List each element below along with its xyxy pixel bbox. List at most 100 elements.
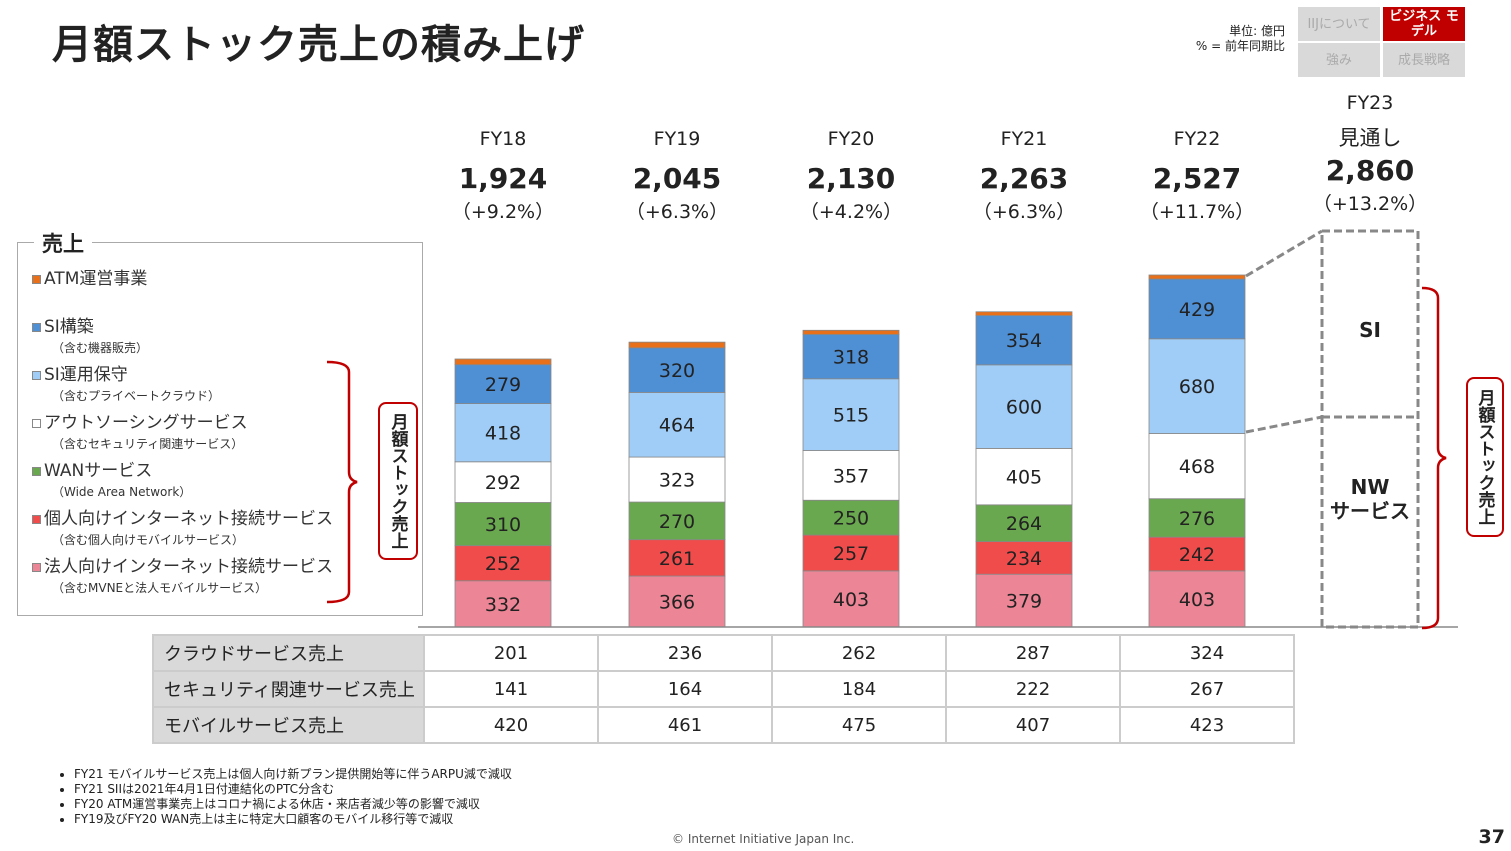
data-label: 357 — [833, 465, 869, 487]
legend-item: SI運用保守 （含むプライベートクラウド） — [32, 360, 220, 404]
tick-label: FY20 — [827, 128, 875, 150]
table-cell: 423 — [1119, 706, 1295, 744]
data-label: 354 — [1006, 330, 1042, 352]
table-row: セキュリティ関連サービス売上 141 164 184 222 267 — [152, 670, 1295, 708]
year-header: FY18 1,924 （+9.2%） — [433, 128, 573, 224]
bar-segment — [802, 534, 900, 572]
data-label: 418 — [485, 423, 521, 445]
bar-segment — [975, 541, 1073, 575]
forecast-si-label: SI — [1359, 318, 1381, 342]
legend-label: WANサービス — [44, 461, 153, 481]
legend-swatch — [32, 515, 41, 524]
legend-title: 売上 — [34, 228, 92, 258]
forecast-fy: FY23 — [1346, 92, 1394, 114]
legend-label: SI運用保守 — [44, 365, 128, 385]
tick-label: FY21 — [1000, 128, 1048, 150]
table-cell: 324 — [1119, 634, 1295, 672]
footnote: FY19及びFY20 WAN売上は主に特定大口顧客のモバイル移行等で減収 — [74, 812, 512, 827]
bar-segment — [628, 539, 726, 577]
bar-segment — [454, 358, 552, 366]
legend-label: 個人向けインターネット接続サービス — [44, 509, 333, 529]
tick-label: FY18 — [479, 128, 527, 150]
data-label: 234 — [1006, 548, 1042, 570]
nav-strengths[interactable]: 強み — [1298, 43, 1380, 77]
legend-sublabel: （含む個人向けモバイルサービス） — [52, 533, 245, 547]
legend-sublabel: （含む機器販売） — [52, 341, 149, 355]
legend-item: 法人向けインターネット接続サービス （含むMVNEと法人モバイルサービス） — [32, 552, 333, 596]
bar-segment — [454, 580, 552, 628]
data-label: 429 — [1179, 299, 1215, 321]
row-header: モバイルサービス売上 — [152, 706, 425, 744]
bar-segment — [454, 502, 552, 547]
footnotes: FY21 モバイルサービス売上は個人向け新プラン提供開始等に伴うARPU減で減収… — [52, 767, 512, 827]
unit-label: 単位: 億円 — [1229, 24, 1285, 38]
bar-segment — [975, 504, 1073, 543]
row-header: クラウドサービス売上 — [152, 634, 425, 672]
data-label: 318 — [833, 347, 869, 369]
bar-segment — [802, 450, 900, 501]
legend-item: 個人向けインターネット接続サービス （含む個人向けモバイルサービス） — [32, 504, 333, 548]
nav-growth-strategy[interactable]: 成長戦略 — [1383, 43, 1465, 77]
total-label: 2,045 — [632, 162, 722, 195]
data-label: 257 — [833, 543, 869, 565]
sales-table: クラウドサービス売上 201 236 262 287 324 セキュリティ関連サービス売上 1… — [152, 634, 1295, 744]
unit-note: 単位: 億円% = 前年同期比 — [1196, 24, 1285, 54]
legend-sublabel: （Wide Area Network） — [52, 485, 192, 499]
legend-label: ATM運営事業 — [44, 269, 148, 289]
bar-segment — [628, 575, 726, 628]
brace-icon — [326, 360, 358, 604]
nav-business-model[interactable]: ビジネス モデル — [1383, 7, 1465, 41]
bar-segment — [628, 456, 726, 503]
table-cell: 287 — [945, 634, 1121, 672]
data-label: 270 — [659, 511, 695, 533]
growth-label: （+6.3%） — [625, 201, 729, 223]
footnote: FY21 SIIは2021年4月1日付連結化のPTC分含む — [74, 782, 512, 797]
table-cell: 184 — [771, 670, 947, 708]
legend-item: ATM運営事業 — [32, 264, 147, 289]
bar-segment — [802, 334, 900, 380]
legend-label: 法人向けインターネット接続サービス — [44, 557, 333, 577]
bar-segment — [454, 545, 552, 582]
table-cell: 420 — [423, 706, 599, 744]
bar-segment — [454, 403, 552, 463]
tick-label: FY19 — [653, 128, 701, 150]
bar-segment — [628, 501, 726, 541]
legend-swatch — [32, 563, 41, 572]
legend-item: SI構築 （含む機器販売） — [32, 312, 148, 356]
total-label: 2,527 — [1152, 162, 1242, 195]
data-label: 242 — [1179, 544, 1215, 566]
page-number: 37 — [1478, 826, 1505, 848]
bar-segment — [802, 378, 900, 451]
table-cell: 236 — [597, 634, 773, 672]
brace-icon — [1421, 286, 1447, 630]
forecast-total: 2,860 — [1325, 154, 1415, 187]
legend-swatch — [32, 467, 41, 476]
forecast-label: 見通し — [1338, 126, 1402, 150]
data-label: 279 — [485, 374, 521, 396]
total-label: 2,130 — [806, 162, 896, 195]
data-label: 320 — [659, 360, 695, 382]
bar-segment — [975, 573, 1073, 628]
data-label: 276 — [1179, 508, 1215, 530]
legend — [17, 242, 423, 616]
table-cell: 262 — [771, 634, 947, 672]
legend-sublabel: （含むプライベートクラウド） — [52, 389, 221, 403]
table-cell: 461 — [597, 706, 773, 744]
data-label: 366 — [659, 592, 695, 614]
data-label: 515 — [833, 405, 869, 427]
data-label: 403 — [833, 589, 869, 611]
forecast-header: FY23 見通し 2,860 （+13.2%） — [1300, 92, 1440, 216]
year-header: FY19 2,045 （+6.3%） — [607, 128, 747, 224]
data-label: 405 — [1006, 467, 1042, 489]
total-label: 1,924 — [458, 162, 548, 195]
bar-segment — [1148, 278, 1246, 340]
row-header: セキュリティ関連サービス売上 — [152, 670, 425, 708]
table-cell: 141 — [423, 670, 599, 708]
nav-about[interactable]: IIJについて — [1298, 7, 1380, 41]
total-label: 2,263 — [979, 162, 1069, 195]
growth-label: （+6.3%） — [972, 201, 1076, 223]
table-cell: 267 — [1119, 670, 1295, 708]
tick-label: FY22 — [1173, 128, 1221, 150]
legend-swatch — [32, 275, 41, 284]
legend-label: アウトソーシングサービス — [44, 413, 248, 433]
